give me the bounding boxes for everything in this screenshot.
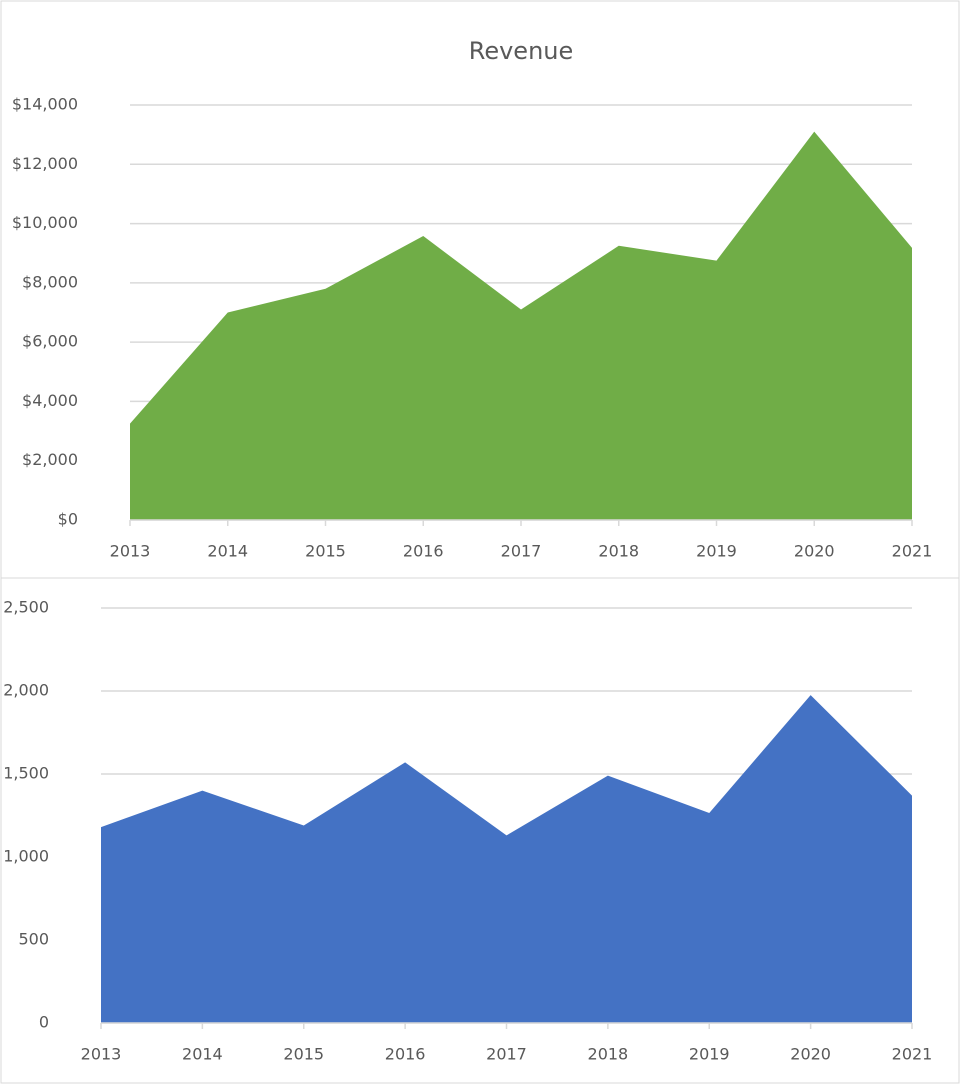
y-tick-label: $6,000 bbox=[22, 332, 78, 351]
area bbox=[130, 131, 912, 520]
y-tick-label: $8,000 bbox=[22, 272, 78, 291]
x-tick-label: 2013 bbox=[81, 1045, 122, 1064]
y-tick-label: 1,500 bbox=[3, 764, 49, 783]
x-tick-label: 2018 bbox=[588, 1045, 629, 1064]
x-tick-label: 2014 bbox=[182, 1045, 223, 1064]
x-tick-label: 2019 bbox=[689, 1045, 730, 1064]
y-tick-label: $0 bbox=[58, 510, 78, 529]
y-tick-label: $4,000 bbox=[22, 391, 78, 410]
x-tick-label: 2017 bbox=[501, 542, 542, 561]
x-tick-label: 2016 bbox=[403, 542, 444, 561]
chart-title: Revenue bbox=[469, 37, 574, 65]
x-tick-label: 2020 bbox=[790, 1045, 831, 1064]
y-tick-label: 500 bbox=[18, 930, 49, 949]
x-tick-label: 2018 bbox=[598, 542, 639, 561]
x-tick-label: 2013 bbox=[110, 542, 151, 561]
x-tick-label: 2020 bbox=[794, 542, 835, 561]
y-tick-label: 0 bbox=[39, 1013, 49, 1032]
y-tick-label: 2,000 bbox=[3, 681, 49, 700]
y-tick-label: 2,500 bbox=[3, 598, 49, 617]
y-tick-label: $2,000 bbox=[22, 450, 78, 469]
x-tick-label: 2016 bbox=[385, 1045, 426, 1064]
x-tick-label: 2015 bbox=[305, 542, 346, 561]
x-tick-label: 2015 bbox=[283, 1045, 324, 1064]
y-tick-label: 1,000 bbox=[3, 847, 49, 866]
x-tick-label: 2019 bbox=[696, 542, 737, 561]
x-tick-label: 2021 bbox=[892, 542, 933, 561]
x-tick-label: 2014 bbox=[207, 542, 248, 561]
y-tick-label: $10,000 bbox=[12, 213, 78, 232]
area bbox=[101, 695, 912, 1023]
x-tick-label: 2021 bbox=[892, 1045, 933, 1064]
y-tick-label: $14,000 bbox=[12, 95, 78, 114]
x-tick-label: 2017 bbox=[486, 1045, 527, 1064]
y-tick-label: $12,000 bbox=[12, 154, 78, 173]
